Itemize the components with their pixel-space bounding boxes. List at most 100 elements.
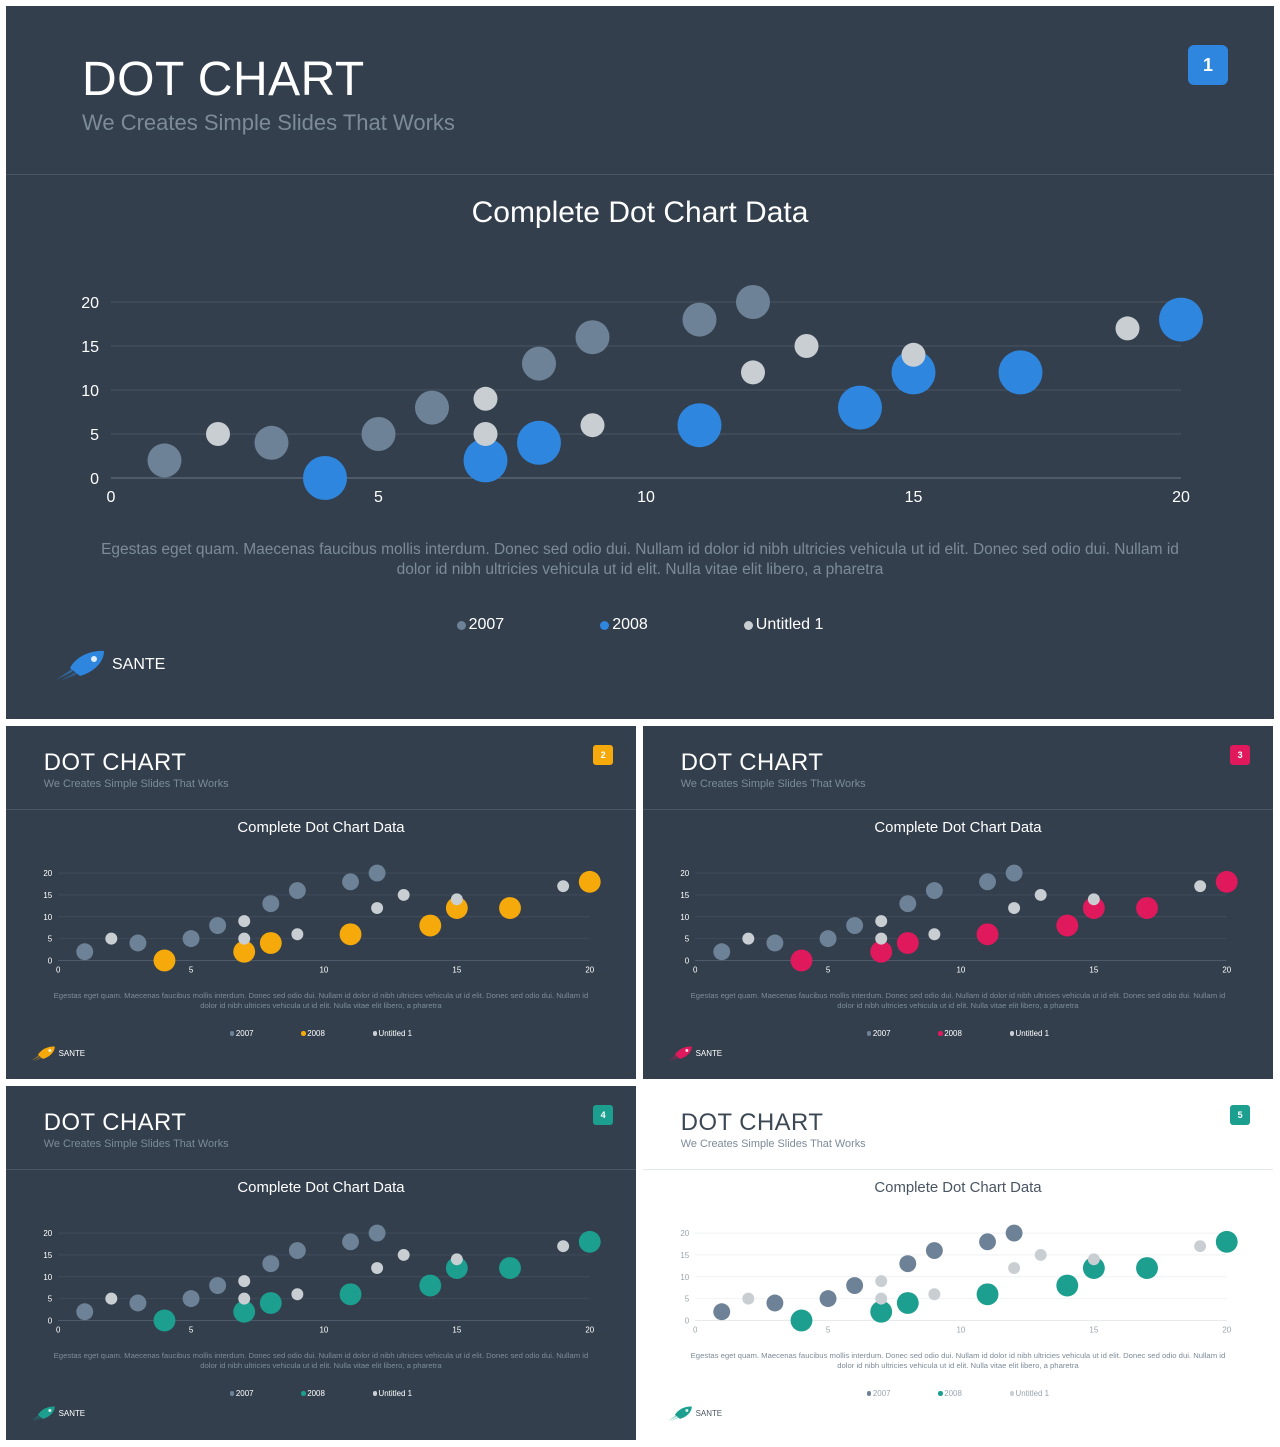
x-tick-label: 15 bbox=[452, 965, 461, 974]
slide-subtitle: We Creates Simple Slides That Works bbox=[82, 110, 455, 135]
point-2007 bbox=[76, 943, 94, 961]
brand-logo: SANTE bbox=[667, 1045, 722, 1062]
x-tick-label: 20 bbox=[1222, 1325, 1231, 1334]
chart-title: Complete Dot Chart Data bbox=[874, 1180, 1042, 1197]
point-2008 bbox=[153, 949, 176, 972]
dot-chart: 0 5 10 15 20 0 5 10 15 20 bbox=[81, 285, 1203, 506]
legend-item-2007: 2007 bbox=[229, 1029, 254, 1038]
point-untitled-1 bbox=[291, 928, 304, 941]
y-tick-label: 15 bbox=[43, 891, 52, 900]
x-tick-label: 0 bbox=[56, 1325, 61, 1334]
brand-logo: SANTE bbox=[54, 648, 165, 682]
point-untitled-1 bbox=[1034, 888, 1047, 901]
legend-item-2008: 2008 bbox=[301, 1389, 325, 1398]
y-tick-label: 0 bbox=[48, 956, 53, 965]
point-untitled-1 bbox=[1034, 1248, 1047, 1261]
x-tick-label: 20 bbox=[1222, 965, 1231, 974]
legend-item-untitled-1: Untitled 1 bbox=[1009, 1389, 1049, 1398]
point-2007 bbox=[147, 443, 182, 478]
header-divider bbox=[643, 809, 1273, 811]
y-tick-label: 5 bbox=[48, 935, 53, 944]
point-untitled-1 bbox=[238, 1292, 251, 1305]
rocket-icon bbox=[667, 1406, 692, 1422]
y-tick-label: 20 bbox=[43, 1229, 52, 1238]
point-2008 bbox=[870, 1300, 893, 1323]
x-tick-label: 5 bbox=[826, 965, 831, 974]
point-untitled-1 bbox=[206, 422, 230, 446]
point-untitled-1 bbox=[473, 422, 498, 446]
chart-description: Egestas eget quam. Maecenas faucibus mol… bbox=[690, 1351, 1226, 1371]
legend-dot-icon bbox=[743, 620, 753, 630]
point-2008 bbox=[445, 897, 468, 919]
legend-dot-icon bbox=[866, 1391, 872, 1396]
point-2007 bbox=[682, 302, 717, 337]
point-untitled-1 bbox=[742, 1292, 755, 1305]
y-tick-label: 10 bbox=[680, 913, 689, 922]
point-2007 bbox=[819, 930, 837, 948]
x-tick-label: 10 bbox=[637, 489, 655, 506]
point-2007 bbox=[899, 1255, 917, 1273]
point-2007 bbox=[575, 320, 610, 355]
y-tick-label: 0 bbox=[48, 1316, 53, 1325]
slide-number-badge: 1 bbox=[1188, 45, 1228, 85]
chart-legend: 2007 2008 Untitled 1 bbox=[6, 1029, 636, 1038]
point-untitled-1 bbox=[238, 915, 251, 928]
legend-item-untitled-1: Untitled 1 bbox=[743, 616, 823, 634]
x-tick-label: 5 bbox=[374, 489, 383, 506]
brand-name: SANTE bbox=[58, 1408, 86, 1418]
slide-title: DOT CHART bbox=[43, 748, 187, 776]
chart-legend: 2007 2008 Untitled 1 bbox=[6, 616, 1274, 634]
point-2008 bbox=[976, 923, 999, 946]
brand-logo: SANTE bbox=[30, 1045, 85, 1062]
point-untitled-1 bbox=[473, 386, 498, 411]
point-2007 bbox=[415, 390, 449, 425]
point-untitled-1 bbox=[928, 928, 941, 941]
point-2008 bbox=[896, 932, 919, 954]
point-untitled-1 bbox=[901, 342, 926, 367]
point-2007 bbox=[899, 895, 917, 913]
point-2007 bbox=[368, 1224, 386, 1242]
header-divider bbox=[6, 809, 636, 811]
point-2008 bbox=[790, 1309, 813, 1332]
legend-item-2007: 2007 bbox=[866, 1029, 891, 1039]
point-untitled-1 bbox=[875, 932, 888, 945]
point-2007 bbox=[819, 1290, 837, 1308]
x-tick-label: 5 bbox=[189, 965, 194, 974]
legend-item-2008: 2008 bbox=[938, 1029, 962, 1038]
point-untitled-1 bbox=[557, 880, 570, 893]
legend-label: 2008 bbox=[612, 616, 648, 633]
legend-dot-icon bbox=[938, 1031, 943, 1036]
point-2008 bbox=[339, 923, 362, 946]
chart-legend: 2007 2008 Untitled 1 bbox=[6, 1389, 636, 1398]
point-untitled-1 bbox=[1194, 1240, 1207, 1253]
point-untitled-1 bbox=[1194, 880, 1207, 893]
point-2007 bbox=[209, 1277, 227, 1294]
point-untitled-1 bbox=[371, 902, 384, 914]
point-untitled-1 bbox=[794, 334, 819, 358]
dot-chart: 0 5 10 15 20 0 5 10 15 20 bbox=[43, 864, 601, 974]
x-tick-label: 10 bbox=[320, 965, 329, 974]
point-2007 bbox=[522, 346, 556, 381]
x-tick-label: 15 bbox=[1089, 1325, 1098, 1334]
legend-dot-icon bbox=[1009, 1391, 1015, 1396]
legend-dot-icon bbox=[372, 1031, 378, 1036]
point-untitled-1 bbox=[875, 915, 888, 928]
chart-description: Egestas eget quam. Maecenas faucibus mol… bbox=[101, 541, 1179, 579]
point-2007 bbox=[1005, 864, 1023, 882]
slide-5: DOT CHART We Creates Simple Slides That W… bbox=[643, 1086, 1273, 1440]
slide-title: DOT CHART bbox=[43, 1108, 187, 1136]
x-tick-label: 15 bbox=[905, 489, 923, 506]
y-tick-label: 20 bbox=[680, 1229, 689, 1238]
point-2008 bbox=[419, 914, 442, 937]
point-2007 bbox=[254, 425, 289, 460]
point-2007 bbox=[766, 1294, 784, 1312]
point-untitled-1 bbox=[450, 1253, 463, 1266]
point-2008 bbox=[463, 438, 508, 483]
dot-chart: 0 5 10 15 20 0 5 10 15 20 bbox=[680, 864, 1238, 974]
chart-description: Egestas eget quam. Maecenas faucibus mol… bbox=[690, 991, 1226, 1011]
legend-label: 2007 bbox=[872, 1029, 891, 1039]
rocket-icon bbox=[30, 1046, 55, 1062]
x-tick-label: 10 bbox=[320, 1325, 329, 1334]
point-untitled-1 bbox=[1087, 893, 1100, 906]
x-tick-label: 20 bbox=[1172, 489, 1190, 506]
